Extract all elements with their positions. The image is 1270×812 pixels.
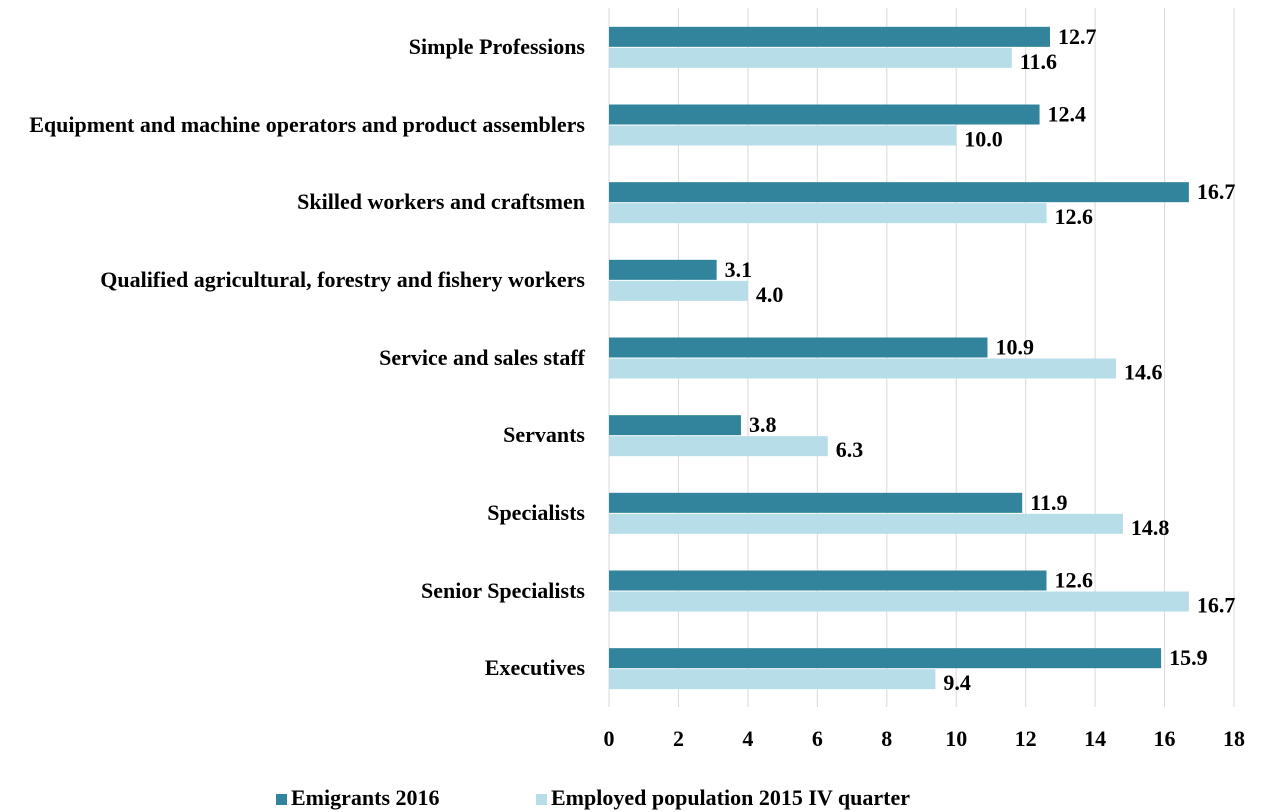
- x-tick-label: 14: [1084, 726, 1106, 751]
- legend-label: Emigrants 2016: [291, 785, 440, 810]
- x-tick-label: 12: [1015, 726, 1037, 751]
- value-label: 12.6: [1055, 204, 1094, 229]
- bar: [609, 26, 1050, 47]
- bar: [609, 259, 717, 280]
- x-tick-label: 8: [881, 726, 892, 751]
- value-label: 12.4: [1048, 102, 1087, 127]
- bar: [609, 436, 828, 457]
- value-label: 14.6: [1124, 360, 1163, 385]
- value-label: 14.8: [1131, 515, 1170, 540]
- value-label: 12.7: [1058, 24, 1097, 49]
- bar: [609, 591, 1189, 612]
- value-label: 9.4: [943, 670, 971, 695]
- bar: [609, 492, 1023, 513]
- category-label: Specialists: [487, 499, 585, 525]
- value-label: 10.0: [964, 127, 1003, 152]
- x-tick-label: 0: [604, 726, 615, 751]
- bar: [609, 358, 1116, 379]
- value-label: 11.6: [1020, 49, 1057, 74]
- value-label: 15.9: [1169, 645, 1208, 670]
- bar: [609, 203, 1047, 224]
- category-label: Equipment and machine operators and prod…: [29, 111, 585, 137]
- bar: [609, 182, 1189, 203]
- category-label: Simple Professions: [408, 33, 585, 59]
- x-tick-label: 6: [812, 726, 823, 751]
- x-tick-label: 2: [673, 726, 684, 751]
- bar: [609, 669, 936, 690]
- category-label: Executives: [484, 655, 585, 681]
- bar: [609, 337, 988, 358]
- bar: [609, 648, 1162, 669]
- category-label: Service and sales staff: [379, 344, 585, 370]
- value-label: 3.8: [749, 412, 777, 437]
- bar: [609, 47, 1012, 68]
- value-label: 16.7: [1197, 179, 1236, 204]
- value-label: 16.7: [1197, 593, 1236, 618]
- value-label: 12.6: [1055, 568, 1094, 593]
- legend-label: Employed population 2015 IV quarter: [551, 785, 910, 810]
- value-label: 6.3: [836, 437, 864, 462]
- legend-swatch: [276, 794, 287, 805]
- value-label: 11.9: [1030, 490, 1067, 515]
- x-tick-label: 18: [1223, 726, 1245, 751]
- value-label: 10.9: [995, 335, 1033, 360]
- bar: [609, 415, 741, 436]
- bar: [609, 104, 1040, 125]
- category-label: Skilled workers and craftsmen: [297, 189, 585, 215]
- legend-swatch: [536, 794, 547, 805]
- x-tick-label: 10: [945, 726, 967, 751]
- value-label: 4.0: [756, 282, 784, 307]
- category-label: Servants: [503, 422, 585, 448]
- category-label: Senior Specialists: [420, 577, 585, 603]
- x-tick-label: 4: [742, 726, 753, 751]
- bar: [609, 513, 1123, 534]
- bar: [609, 570, 1047, 591]
- value-label: 3.1: [725, 257, 753, 282]
- bar: [609, 125, 957, 146]
- bar: [609, 280, 748, 301]
- x-tick-label: 16: [1154, 726, 1176, 751]
- category-label: Qualified agricultural, forestry and fis…: [100, 266, 585, 292]
